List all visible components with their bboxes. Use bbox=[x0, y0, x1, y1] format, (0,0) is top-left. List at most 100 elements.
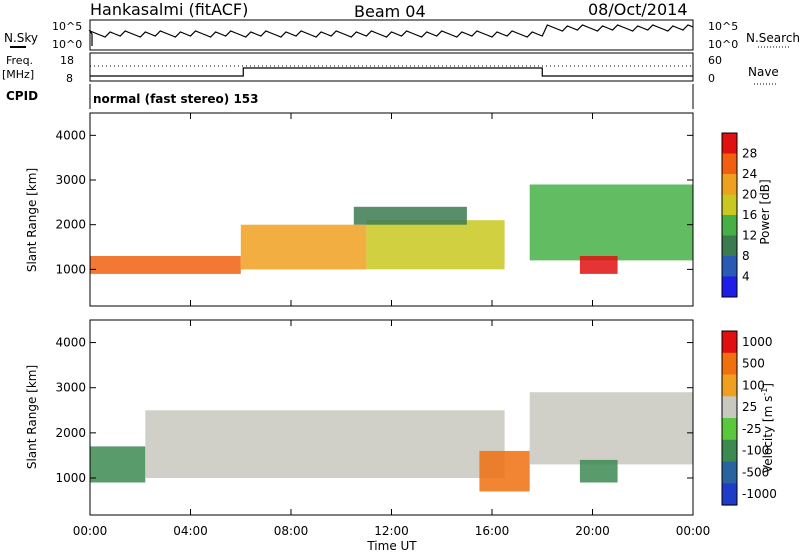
xtick-label: 04:00 bbox=[173, 524, 208, 538]
colorbar-swatch bbox=[722, 439, 737, 463]
time-axis-labels: 00:00 04:00 08:00 12:00 16:00 20:00 00:00 bbox=[73, 524, 711, 538]
noise-tick-top-right: 10^5 bbox=[708, 20, 738, 33]
colorbar-frame bbox=[721, 132, 738, 298]
velocity-colorbar: 1000 500 100 25 -25 -100 -500 -1000 bbox=[721, 330, 777, 506]
station-title: Hankasalmi (fitACF) bbox=[90, 0, 248, 19]
noise-tick-top-left: 10^5 bbox=[52, 20, 82, 33]
ytick-label: 4000 bbox=[55, 128, 86, 142]
colorbar-swatch bbox=[722, 352, 737, 376]
nsearch-label: N.Search bbox=[746, 31, 800, 45]
velocity-echo-regions bbox=[90, 392, 693, 492]
velocity-region-1 bbox=[145, 410, 505, 478]
xtick-label: 00:00 bbox=[73, 524, 108, 538]
velocity-region-2 bbox=[479, 450, 530, 492]
nave-label: Nave bbox=[748, 65, 779, 79]
colorbar-swatch bbox=[722, 194, 737, 216]
velocity-panel: 1000 2000 3000 4000 Slant Range [km] bbox=[25, 319, 694, 516]
freq-strip-frame bbox=[89, 52, 694, 82]
colorbar-swatch bbox=[722, 215, 737, 236]
freq-trace bbox=[90, 67, 693, 77]
colorbar-tick-label: -1000 bbox=[742, 487, 777, 501]
colorbar-tick-label: 20 bbox=[742, 188, 757, 202]
ytick-label: 2000 bbox=[55, 426, 86, 440]
velocity-region-4 bbox=[579, 459, 618, 483]
colorbar-frame bbox=[721, 330, 738, 506]
velocity-cbar-label-end: ] bbox=[761, 383, 775, 388]
colorbar-tick-label: 8 bbox=[742, 249, 750, 263]
ytick-label: 3000 bbox=[55, 381, 86, 395]
colorbar-tick-label: -100 bbox=[742, 444, 769, 458]
colorbar-tick-label: 500 bbox=[742, 357, 765, 371]
noise-strip-lines bbox=[88, 24, 694, 46]
velocity-ylabel: Slant Range [km] bbox=[25, 365, 39, 469]
time-axis-title: Time UT bbox=[366, 539, 417, 553]
colorbar-tick-label: 4 bbox=[742, 270, 750, 284]
power-cbar-label: Power [dB] bbox=[758, 179, 772, 244]
colorbar-tick-label: 25 bbox=[742, 400, 757, 414]
colorbar-tick-label: -500 bbox=[742, 465, 769, 479]
colorbar-swatch bbox=[722, 483, 737, 506]
ytick-label: 3000 bbox=[55, 173, 86, 187]
velocity-region-3 bbox=[529, 392, 693, 465]
velocity-x-ticks bbox=[89, 320, 694, 515]
ytick-label: 1000 bbox=[55, 471, 86, 485]
power-panel: 1000 2000 3000 4000 Slant Range [km] bbox=[25, 112, 694, 307]
velocity-cbar-label-sup: -1 bbox=[760, 388, 769, 396]
colorbar-swatch bbox=[722, 174, 737, 195]
noise-tick-bottom-right: 10^0 bbox=[708, 38, 738, 51]
colorbar-swatch bbox=[722, 374, 737, 397]
noise-tick-bottom-left: 10^0 bbox=[52, 38, 82, 51]
colorbar-swatch bbox=[722, 153, 737, 175]
colorbar-swatch bbox=[722, 461, 737, 484]
nsky-trace bbox=[88, 24, 694, 46]
power-x-ticks bbox=[89, 113, 694, 306]
power-region-1 bbox=[240, 224, 367, 270]
colorbar-swatch bbox=[722, 396, 737, 419]
xtick-label: 20:00 bbox=[575, 524, 610, 538]
power-region-4 bbox=[529, 184, 693, 261]
nave-tick-top: 60 bbox=[708, 54, 722, 67]
power-region-3 bbox=[353, 206, 467, 225]
colorbar-swatch bbox=[722, 418, 737, 441]
colorbar-swatch bbox=[722, 235, 737, 257]
velocity-cbar-label: Velocity [m s-1] bbox=[760, 383, 775, 473]
power-echo-regions bbox=[90, 184, 693, 274]
date-title: 08/Oct/2014 bbox=[588, 0, 688, 19]
power-region-5 bbox=[579, 256, 618, 274]
power-region-2 bbox=[366, 220, 505, 270]
colorbar-tick-label: -25 bbox=[742, 422, 762, 436]
velocity-region-0 bbox=[90, 446, 146, 483]
cpid-label: CPID bbox=[6, 89, 38, 103]
freq-label: Freq. bbox=[6, 54, 33, 67]
freq-tick-bottom: 8 bbox=[66, 72, 73, 85]
power-region-0 bbox=[90, 256, 241, 274]
cpid-text: normal (fast stereo) 153 bbox=[93, 92, 259, 106]
colorbar-tick-label: 24 bbox=[742, 167, 757, 181]
power-ylabel: Slant Range [km] bbox=[25, 168, 39, 272]
power-y-ticks: 1000 2000 3000 4000 bbox=[55, 128, 693, 276]
colorbar-tick-label: 12 bbox=[742, 229, 757, 243]
colorbar-swatch bbox=[722, 331, 737, 354]
xtick-label: 00:00 bbox=[676, 524, 711, 538]
colorbar-tick-label: 16 bbox=[742, 208, 757, 222]
ytick-label: 2000 bbox=[55, 218, 86, 232]
colorbar-swatch bbox=[722, 276, 737, 298]
freq-unit: [MHz] bbox=[2, 68, 34, 81]
noise-strip-frame bbox=[89, 19, 694, 51]
freq-strip-lines bbox=[90, 65, 693, 77]
colorbar-swatch bbox=[722, 256, 737, 277]
freq-tick-top: 18 bbox=[60, 54, 74, 67]
ytick-label: 1000 bbox=[55, 262, 86, 276]
xtick-label: 12:00 bbox=[374, 524, 409, 538]
nsky-label: N.Sky bbox=[4, 31, 38, 45]
beam-title: Beam 04 bbox=[354, 2, 426, 21]
xtick-label: 16:00 bbox=[475, 524, 510, 538]
velocity-cbar-label-main: Velocity [m s bbox=[761, 396, 775, 473]
velocity-y-ticks: 1000 2000 3000 4000 bbox=[55, 336, 693, 485]
colorbar-swatch bbox=[722, 133, 737, 154]
colorbar-tick-label: 100 bbox=[742, 378, 765, 392]
nave-tick-bottom: 0 bbox=[708, 72, 715, 85]
colorbar-tick-label: 28 bbox=[742, 147, 757, 161]
xtick-label: 08:00 bbox=[274, 524, 309, 538]
